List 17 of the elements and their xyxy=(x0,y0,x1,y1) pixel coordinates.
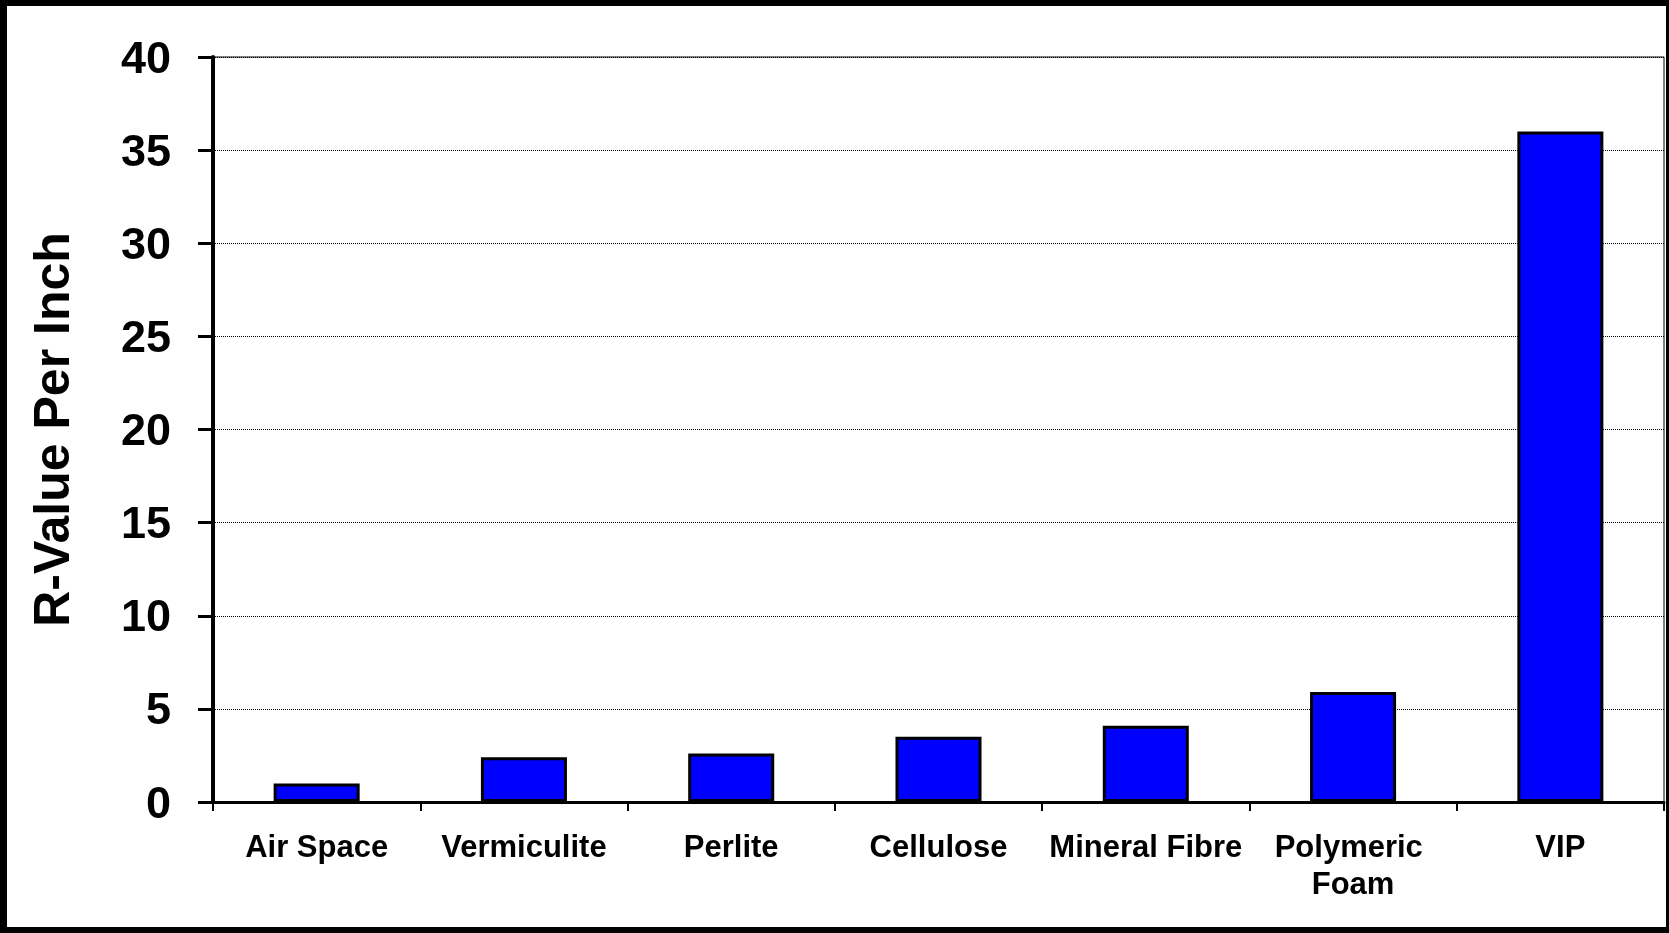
y-tick-label: 25 xyxy=(120,310,171,362)
y-tick-label: 0 xyxy=(145,776,171,828)
x-tick-label: Perlite xyxy=(683,829,779,864)
x-tick-label: Cellulose xyxy=(869,829,1008,864)
x-tick-label: Vermiculite xyxy=(441,829,607,864)
x-tick-label: Air Space xyxy=(245,829,389,864)
y-tick-label: 20 xyxy=(120,404,171,455)
x-tick-label: VIP xyxy=(1535,829,1586,864)
y-tick-label: 5 xyxy=(145,683,171,735)
y-tick-label: 35 xyxy=(120,124,171,176)
x-tick-label: Mineral Fibre xyxy=(1049,829,1243,864)
y-tick-label: 15 xyxy=(120,497,171,549)
y-tick-label: 10 xyxy=(120,590,171,642)
y-tick-label: 40 xyxy=(120,31,171,83)
y-axis-title: R-Value Per Inch xyxy=(24,232,80,627)
x-tick-label: Polymeric Foam xyxy=(1274,829,1432,901)
y-tick-label: 30 xyxy=(120,217,171,269)
